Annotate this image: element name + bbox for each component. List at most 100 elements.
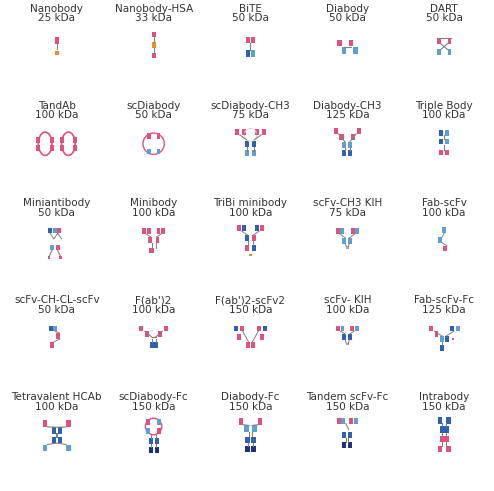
- Text: Triple Body: Triple Body: [415, 101, 473, 110]
- FancyBboxPatch shape: [255, 129, 259, 135]
- FancyBboxPatch shape: [157, 419, 161, 425]
- FancyBboxPatch shape: [336, 326, 339, 331]
- FancyBboxPatch shape: [341, 47, 346, 54]
- FancyBboxPatch shape: [57, 227, 61, 233]
- FancyBboxPatch shape: [149, 447, 153, 453]
- FancyBboxPatch shape: [440, 336, 444, 342]
- FancyBboxPatch shape: [159, 331, 163, 337]
- Text: scFv-CH3 KIH: scFv-CH3 KIH: [313, 198, 382, 208]
- FancyBboxPatch shape: [448, 50, 452, 55]
- Text: TandAb: TandAb: [38, 101, 76, 110]
- FancyBboxPatch shape: [139, 326, 143, 331]
- Text: Diabody: Diabody: [326, 3, 369, 14]
- FancyBboxPatch shape: [246, 446, 250, 452]
- Text: Diabody-CH3: Diabody-CH3: [313, 101, 381, 110]
- FancyBboxPatch shape: [152, 32, 156, 37]
- FancyBboxPatch shape: [437, 38, 441, 44]
- Text: 100 kDa: 100 kDa: [132, 305, 175, 315]
- FancyBboxPatch shape: [66, 420, 71, 427]
- FancyBboxPatch shape: [56, 245, 60, 250]
- Text: 150 kDa: 150 kDa: [229, 402, 272, 412]
- FancyBboxPatch shape: [341, 418, 345, 424]
- FancyBboxPatch shape: [445, 336, 449, 342]
- FancyBboxPatch shape: [146, 429, 150, 434]
- FancyBboxPatch shape: [246, 437, 250, 443]
- FancyBboxPatch shape: [263, 326, 267, 331]
- FancyBboxPatch shape: [437, 50, 441, 55]
- FancyBboxPatch shape: [56, 333, 60, 339]
- FancyBboxPatch shape: [348, 334, 352, 340]
- FancyBboxPatch shape: [350, 326, 354, 331]
- Text: Minibody: Minibody: [130, 198, 177, 208]
- FancyBboxPatch shape: [333, 128, 338, 134]
- FancyBboxPatch shape: [73, 137, 77, 143]
- Text: 50 kDa: 50 kDa: [135, 110, 172, 120]
- FancyBboxPatch shape: [246, 50, 250, 56]
- FancyBboxPatch shape: [152, 42, 156, 48]
- Text: Miniantibody: Miniantibody: [23, 198, 90, 208]
- FancyBboxPatch shape: [440, 345, 444, 351]
- FancyBboxPatch shape: [245, 245, 248, 250]
- FancyBboxPatch shape: [59, 256, 62, 259]
- FancyBboxPatch shape: [348, 142, 352, 148]
- FancyBboxPatch shape: [37, 137, 41, 143]
- FancyBboxPatch shape: [257, 326, 261, 331]
- FancyBboxPatch shape: [149, 438, 153, 444]
- FancyBboxPatch shape: [155, 438, 159, 444]
- FancyBboxPatch shape: [50, 145, 54, 151]
- FancyBboxPatch shape: [242, 225, 246, 231]
- FancyBboxPatch shape: [50, 342, 54, 348]
- Text: 100 kDa: 100 kDa: [422, 110, 466, 120]
- FancyBboxPatch shape: [52, 437, 56, 443]
- FancyBboxPatch shape: [249, 254, 252, 256]
- FancyBboxPatch shape: [251, 446, 255, 452]
- Text: scDiabody-CH3: scDiabody-CH3: [210, 101, 290, 110]
- FancyBboxPatch shape: [258, 418, 262, 425]
- FancyBboxPatch shape: [252, 245, 256, 250]
- FancyBboxPatch shape: [234, 326, 238, 331]
- FancyBboxPatch shape: [48, 227, 52, 233]
- FancyBboxPatch shape: [342, 432, 346, 438]
- FancyBboxPatch shape: [246, 342, 250, 348]
- FancyBboxPatch shape: [37, 145, 41, 151]
- FancyBboxPatch shape: [50, 245, 54, 250]
- FancyBboxPatch shape: [50, 137, 54, 143]
- FancyBboxPatch shape: [147, 149, 151, 155]
- Text: Tetravalent HCAb: Tetravalent HCAb: [11, 392, 102, 402]
- Text: 50 kDa: 50 kDa: [232, 13, 269, 23]
- FancyBboxPatch shape: [355, 326, 359, 331]
- FancyBboxPatch shape: [439, 131, 444, 136]
- FancyBboxPatch shape: [66, 445, 71, 451]
- FancyBboxPatch shape: [447, 417, 451, 424]
- FancyBboxPatch shape: [55, 51, 59, 55]
- FancyBboxPatch shape: [146, 419, 150, 425]
- Text: 50 kDa: 50 kDa: [329, 13, 366, 23]
- FancyBboxPatch shape: [439, 150, 444, 155]
- FancyBboxPatch shape: [448, 38, 452, 44]
- FancyBboxPatch shape: [73, 145, 77, 151]
- FancyBboxPatch shape: [251, 437, 255, 443]
- FancyBboxPatch shape: [260, 334, 264, 340]
- FancyBboxPatch shape: [353, 47, 358, 54]
- Text: TriBi minibody: TriBi minibody: [213, 198, 288, 208]
- FancyBboxPatch shape: [447, 446, 451, 452]
- FancyBboxPatch shape: [147, 228, 151, 234]
- FancyBboxPatch shape: [245, 425, 249, 432]
- Text: Intrabody: Intrabody: [419, 392, 469, 402]
- FancyBboxPatch shape: [348, 150, 352, 157]
- FancyBboxPatch shape: [348, 432, 352, 438]
- FancyBboxPatch shape: [342, 334, 346, 340]
- FancyBboxPatch shape: [337, 40, 341, 46]
- Text: scDiabody: scDiabody: [126, 101, 181, 110]
- FancyBboxPatch shape: [162, 228, 165, 234]
- FancyBboxPatch shape: [239, 418, 243, 425]
- FancyBboxPatch shape: [43, 445, 47, 451]
- FancyBboxPatch shape: [342, 150, 346, 157]
- FancyBboxPatch shape: [148, 237, 152, 243]
- FancyBboxPatch shape: [252, 141, 256, 147]
- Text: BiTE: BiTE: [239, 3, 262, 14]
- FancyBboxPatch shape: [49, 326, 53, 331]
- FancyBboxPatch shape: [340, 228, 344, 234]
- Text: 100 kDa: 100 kDa: [35, 402, 79, 412]
- Text: 150 kDa: 150 kDa: [326, 402, 369, 412]
